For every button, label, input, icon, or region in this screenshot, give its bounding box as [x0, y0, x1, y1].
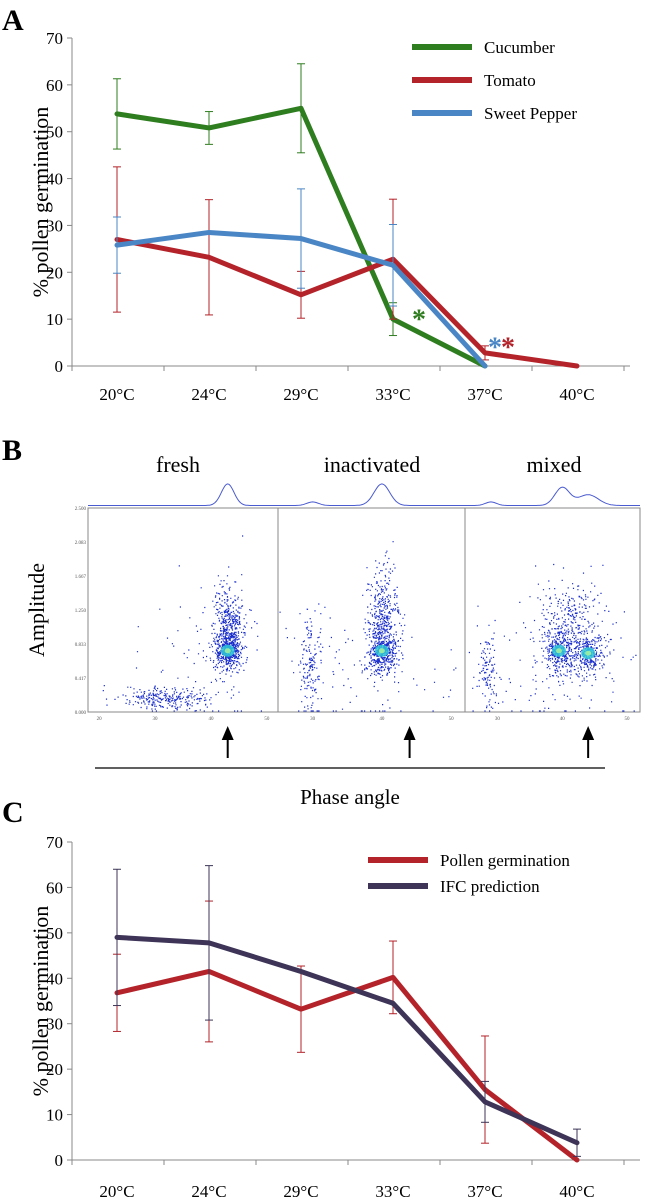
- arrow-head: [582, 726, 595, 740]
- x-tick-label: 40: [560, 717, 566, 722]
- dense-core-center: [378, 648, 385, 654]
- x-tick-label: 37°C: [467, 1182, 502, 1200]
- phase-histogram: [278, 483, 465, 506]
- scatter-subplot-mixed: mixed 30 40 50: [464, 452, 641, 758]
- legend-label-0: Cucumber: [484, 38, 555, 57]
- y-tick-label: 0.417: [75, 677, 87, 682]
- y-axis-label: Amplitude: [24, 563, 49, 657]
- panel-letter-b: B: [2, 434, 22, 467]
- y-tick-label: 70: [46, 29, 63, 48]
- x-tick-label: 40°C: [559, 385, 594, 404]
- legend-label-1: Tomato: [484, 71, 536, 90]
- x-tick-label: 20°C: [99, 1182, 134, 1200]
- y-tick-label: 0.833: [75, 643, 87, 648]
- x-tick-label: 30: [310, 717, 316, 722]
- y-axis-label: % pollen germination: [28, 107, 53, 298]
- scatter-points: [468, 563, 637, 712]
- arrow-head: [403, 726, 416, 740]
- y-tick-label: 50: [46, 924, 63, 943]
- y-tick-label: 10: [46, 310, 63, 329]
- scatter-points: [102, 535, 262, 712]
- dense-core-center: [224, 648, 231, 654]
- y-tick-label: 30: [46, 216, 63, 235]
- scatter-subplot-inactivated: inactivated 30 40 50: [277, 452, 466, 758]
- y-tick-label: 30: [46, 1015, 63, 1034]
- x-tick-label: 29°C: [283, 385, 318, 404]
- legend-label-0: Pollen germination: [440, 851, 570, 870]
- y-tick-label: 50: [46, 123, 63, 142]
- phase-histogram: [465, 486, 640, 506]
- y-tick-label: 60: [46, 76, 63, 95]
- x-tick-label: 40: [208, 717, 214, 722]
- x-tick-label: 40°C: [559, 1182, 594, 1200]
- y-tick-label: 2.500: [75, 507, 87, 512]
- y-tick-label: 1.250: [75, 609, 87, 614]
- x-tick-label: 29°C: [283, 1182, 318, 1200]
- x-tick-label: 50: [264, 717, 270, 722]
- phase-histogram: [88, 483, 278, 506]
- dense-core-center: [555, 648, 562, 654]
- scatter-subplot-fresh: fresh 20 30 40 50: [87, 452, 279, 758]
- scatter-title: inactivated: [324, 452, 421, 477]
- x-tick-label: 24°C: [191, 1182, 226, 1200]
- x-tick-label: 40: [379, 717, 385, 722]
- x-axis-label: Phase angle: [300, 785, 400, 809]
- series-line-1: [114, 934, 580, 1146]
- x-tick-label: 37°C: [467, 385, 502, 404]
- panel-letter-a: A: [2, 4, 24, 37]
- x-tick-label: 30: [153, 717, 159, 722]
- legend-label-2: Sweet Pepper: [484, 104, 577, 123]
- series-line-0: [114, 968, 580, 1163]
- chart-c: 0 10 20 30 40 50 60 70 20°C 24°C 29°C 33°C 37°C 40°C%…: [28, 833, 640, 1200]
- significance-asterisk: *: [501, 333, 515, 364]
- scatter-points: [279, 541, 457, 712]
- y-axis-label: % pollen germination: [28, 906, 53, 1097]
- y-tick-label: 40: [46, 969, 63, 988]
- legend-label-1: IFC prediction: [440, 877, 540, 896]
- x-tick-label: 30: [495, 717, 501, 722]
- series-line-1: [114, 236, 580, 369]
- y-tick-label: 40: [46, 170, 63, 189]
- scatter-frame: [464, 507, 641, 713]
- significance-asterisk: *: [412, 304, 426, 335]
- dense-core-center: [585, 650, 592, 656]
- y-tick-label: 1.667: [75, 575, 87, 580]
- y-tick-label: 60: [46, 878, 63, 897]
- scatter-title: fresh: [156, 452, 200, 477]
- chart-b: Amplitude 0.000 0.417 0.833 1.250 1.667 2.083 2…: [24, 452, 641, 809]
- panel-letter-c: C: [2, 796, 24, 829]
- x-tick-label: 50: [625, 717, 631, 722]
- y-tick-label: 20: [46, 1060, 63, 1079]
- x-tick-label: 20: [97, 717, 103, 722]
- x-tick-label: 50: [449, 717, 455, 722]
- y-tick-label: 2.083: [75, 541, 87, 546]
- y-tick-label: 10: [46, 1106, 63, 1125]
- y-tick-label: 0: [55, 1151, 64, 1170]
- y-tick-label: 70: [46, 833, 63, 852]
- y-tick-label: 0: [55, 357, 64, 376]
- x-tick-label: 24°C: [191, 385, 226, 404]
- chart-a: 0 10 20 30 40 50 60 70 20°C 24°C 29°C 33°C 37°C 40°C%…: [28, 29, 630, 404]
- scatter-title: mixed: [527, 452, 582, 477]
- significance-asterisk: *: [488, 333, 502, 364]
- arrow-head: [221, 726, 234, 740]
- x-tick-label: 33°C: [375, 1182, 410, 1200]
- y-tick-label: 20: [46, 263, 63, 282]
- x-tick-label: 20°C: [99, 385, 134, 404]
- x-tick-label: 33°C: [375, 385, 410, 404]
- y-tick-label: 0.000: [75, 711, 87, 716]
